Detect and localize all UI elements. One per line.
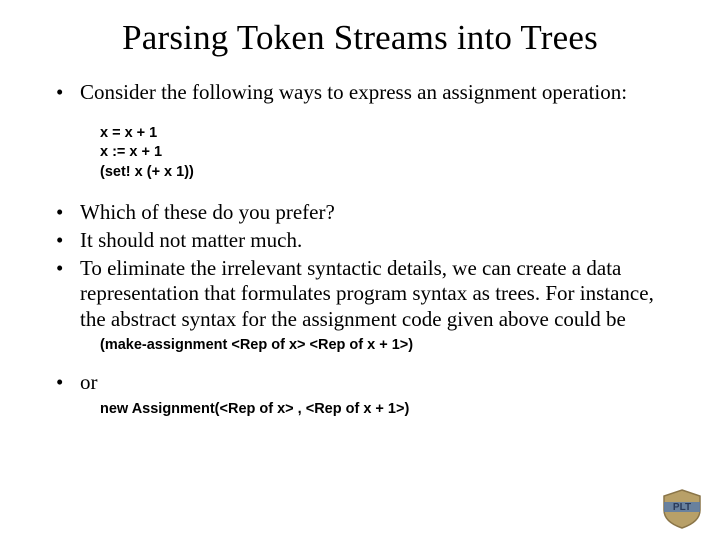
spacer xyxy=(40,356,680,358)
bullet-text: It should not matter much. xyxy=(80,228,302,252)
bullet-text: Which of these do you prefer? xyxy=(80,200,335,224)
code-block-assignments: x = x + 1 x := x + 1 (set! x (+ x 1)) xyxy=(40,124,680,183)
bullet-text: To eliminate the irrelevant syntactic de… xyxy=(80,256,654,331)
bullet-list: Which of these do you prefer? It should … xyxy=(40,200,680,332)
shield-icon: PLT xyxy=(658,488,706,530)
logo-label: PLT xyxy=(673,502,691,513)
code-new-assignment: new Assignment(<Rep of x> , <Rep of x + … xyxy=(40,400,680,420)
bullet-item: It should not matter much. xyxy=(52,228,680,254)
bullet-item: Consider the following ways to express a… xyxy=(52,80,680,106)
slide-title: Parsing Token Streams into Trees xyxy=(40,18,680,58)
bullet-item: To eliminate the irrelevant syntactic de… xyxy=(52,256,680,333)
bullet-list: or xyxy=(40,370,680,396)
bullet-item: Which of these do you prefer? xyxy=(52,200,680,226)
bullet-list: Consider the following ways to express a… xyxy=(40,80,680,106)
bullet-item: or xyxy=(52,370,680,396)
bullet-text: or xyxy=(80,370,98,394)
plt-logo: PLT xyxy=(658,488,706,530)
code-make-assignment: (make-assignment <Rep of x> <Rep of x + … xyxy=(40,336,680,356)
slide-container: Parsing Token Streams into Trees Conside… xyxy=(0,0,720,439)
bullet-text: Consider the following ways to express a… xyxy=(80,80,627,104)
